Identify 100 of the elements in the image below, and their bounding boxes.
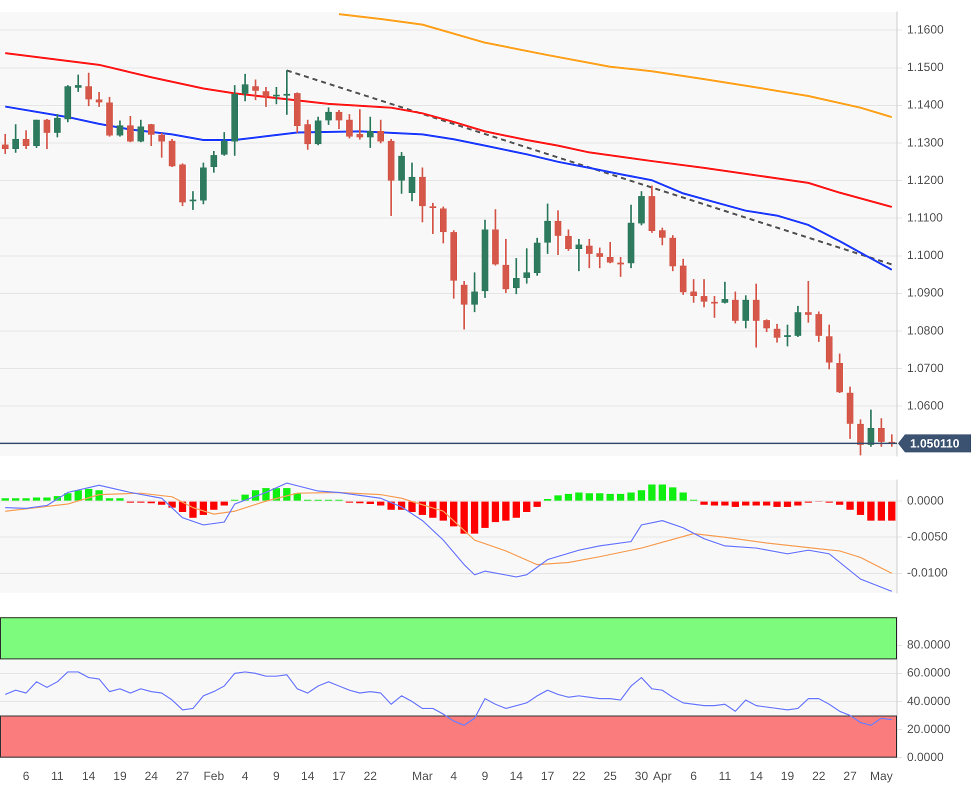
bar	[440, 502, 447, 521]
bar	[627, 492, 635, 501]
bar	[554, 495, 562, 501]
bar	[794, 502, 802, 506]
bar	[680, 492, 687, 501]
bar	[470, 502, 478, 534]
y-tick-label: 1.0800	[907, 323, 944, 338]
bar	[888, 502, 896, 521]
bar	[502, 502, 510, 521]
bar	[429, 502, 437, 518]
bar	[784, 502, 792, 507]
y-tick-label: -0.0050	[907, 530, 948, 544]
bar	[64, 493, 72, 501]
y-tick-label: -0.0100	[907, 566, 948, 580]
bar	[638, 490, 646, 501]
y-tick-label: 1.1200	[907, 172, 944, 187]
bar	[710, 502, 718, 506]
x-tick-label: 22	[572, 769, 586, 784]
x-tick-label: 4	[450, 769, 458, 784]
y-tick-label: 80.0000	[907, 638, 951, 652]
bar	[762, 502, 770, 506]
y-tick-label: 1.1300	[907, 135, 944, 150]
bar	[575, 492, 583, 501]
y-tick-label: 1.1400	[907, 98, 944, 112]
x-tick-label: Apr	[652, 769, 672, 784]
bar	[586, 493, 593, 501]
bar	[22, 498, 30, 501]
bar	[856, 502, 864, 515]
bar	[366, 502, 374, 504]
x-tick-label: 14	[301, 769, 315, 784]
bar	[616, 494, 624, 501]
x-tick-label: 9	[482, 769, 489, 784]
bar	[408, 502, 416, 512]
y-tick-label: 1.1500	[907, 60, 944, 74]
bar	[732, 502, 739, 507]
bar	[450, 502, 458, 526]
x-tick-label: May	[870, 769, 893, 784]
x-tick-label: 6	[690, 769, 698, 784]
bar	[106, 498, 114, 501]
bar	[669, 487, 676, 501]
bar	[481, 502, 489, 528]
y-tick-label: 20.0000	[907, 722, 951, 736]
x-tick-label: 14	[82, 769, 96, 784]
x-tick-label: 17	[332, 769, 346, 784]
bar	[742, 502, 750, 506]
bar	[200, 502, 208, 515]
x-tick-label: 4	[242, 769, 249, 784]
bar	[460, 502, 468, 534]
x-tick-label: 27	[176, 769, 190, 784]
bar	[523, 502, 530, 512]
x-tick-label: 11	[718, 769, 732, 784]
bar	[534, 502, 541, 507]
y-tick-label: 60.0000	[907, 666, 951, 680]
x-tick-label: 30	[634, 769, 648, 784]
bar	[773, 502, 781, 507]
bar	[43, 498, 51, 501]
bar	[867, 502, 875, 521]
bar	[12, 498, 20, 501]
x-tick-label: 24	[144, 769, 158, 784]
x-tick-label: 6	[22, 769, 30, 784]
bar	[648, 484, 656, 501]
bar	[210, 502, 218, 510]
y-tick-label: 0.0000	[907, 750, 944, 764]
bar	[492, 502, 500, 522]
bar	[836, 502, 844, 505]
bar	[2, 498, 9, 501]
bar	[377, 502, 384, 506]
x-tick-label: 22	[812, 769, 826, 784]
y-tick-label: 1.1600	[907, 22, 944, 37]
ref-line-label: 1.050110	[910, 436, 960, 451]
x-tick-label: 22	[364, 769, 378, 784]
bar	[512, 502, 520, 518]
y-tick-label: 1.0900	[907, 286, 944, 300]
x-tick-label: Feb	[203, 769, 224, 784]
bar	[721, 502, 729, 506]
bar	[74, 490, 82, 501]
x-tick-label: 9	[273, 769, 280, 784]
bar	[700, 502, 708, 505]
x-tick-label: 11	[51, 769, 64, 784]
x-tick-label: 19	[113, 769, 127, 784]
bar	[116, 498, 124, 501]
x-tick-label: 17	[540, 769, 555, 784]
x-tick-label: 14	[510, 769, 524, 784]
bar	[752, 502, 760, 506]
x-tick-label: 19	[780, 769, 794, 784]
bar	[158, 502, 166, 505]
bar	[564, 494, 572, 501]
bar	[596, 493, 604, 501]
bar	[606, 494, 614, 501]
bar	[32, 498, 40, 501]
bar	[220, 502, 228, 506]
y-tick-label: 1.1100	[907, 210, 944, 225]
y-tick-label: 1.0600	[907, 398, 944, 412]
x-tick-label: 27	[843, 769, 858, 784]
bar	[283, 488, 290, 501]
candlestick	[273, 87, 280, 104]
bar	[846, 502, 854, 510]
y-tick-label: 0.0000	[907, 493, 944, 508]
x-tick-label: 25	[603, 769, 618, 784]
y-tick-label: 1.1000	[907, 248, 944, 262]
